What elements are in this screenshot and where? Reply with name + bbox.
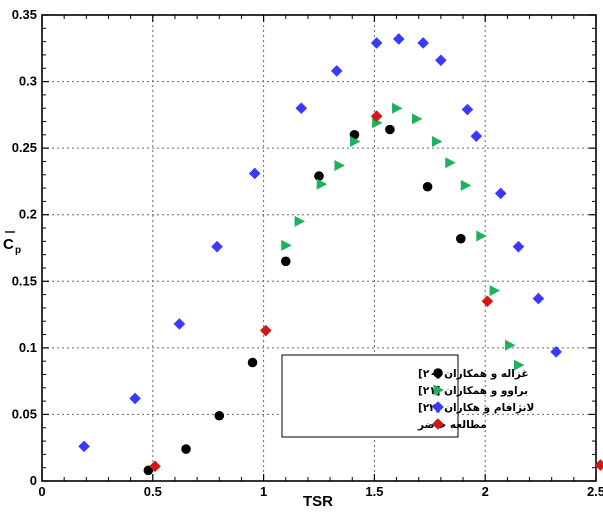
data-point-series-3 <box>512 240 525 253</box>
x-tick-label: 1 <box>260 484 267 499</box>
data-point-series-1 <box>181 444 191 454</box>
data-point-series-2 <box>476 230 487 242</box>
data-point-series-4 <box>594 459 603 471</box>
plot-frame <box>41 14 597 482</box>
data-point-series-3 <box>435 54 447 67</box>
data-point-series-3 <box>211 240 223 253</box>
data-point-series-3 <box>173 318 186 330</box>
y-tick-label: 0.1 <box>19 340 37 355</box>
data-point-series-1 <box>143 465 154 476</box>
series-3-markers <box>78 33 562 453</box>
data-point-series-2 <box>445 157 456 169</box>
data-point-series-2 <box>349 135 361 147</box>
data-point-series-1 <box>314 171 324 181</box>
data-point-series-3 <box>78 440 90 453</box>
data-point-series-3 <box>470 130 483 142</box>
x-tick-label: 2.5 <box>587 484 603 499</box>
data-point-series-3 <box>532 292 545 305</box>
data-point-series-3 <box>494 187 507 200</box>
x-tick-label: 0.5 <box>144 484 162 499</box>
y-tick-labels: 0 0.05 0.1 0.15 0.2 0.25 0.3 0.35 <box>12 7 37 488</box>
y-axis-title-main: C <box>3 236 14 253</box>
legend-marker-series-3 <box>432 401 444 413</box>
data-point-series-3 <box>370 37 383 49</box>
data-markers <box>78 33 603 476</box>
data-point-series-2 <box>392 102 403 114</box>
data-point-series-2 <box>316 178 328 190</box>
legend-label-series-1: غزاله و همکاران [۲۰] <box>418 368 529 380</box>
data-point-series-1 <box>456 233 466 244</box>
data-point-series-3 <box>295 102 308 114</box>
x-tick-label: 2 <box>482 484 489 499</box>
series-2-markers <box>281 102 525 371</box>
data-point-series-2 <box>489 285 501 297</box>
data-point-series-4 <box>260 324 272 337</box>
legend-label-series-2: براوو و همکاران [۲۱] <box>418 385 528 397</box>
y-tick-label: 0.35 <box>12 7 37 22</box>
y-tick-label: 0.05 <box>12 406 37 421</box>
legend: غزاله و همکاران [۲۰] براوو و همکاران [۲۱]… <box>281 354 534 438</box>
legend-label-series-4: مطالعه حاضر <box>417 419 487 431</box>
data-point-series-4 <box>149 460 161 473</box>
data-point-series-3 <box>461 103 474 116</box>
legend-marker-series-1 <box>433 368 443 378</box>
data-point-series-2 <box>281 239 292 251</box>
data-point-series-2 <box>334 159 345 171</box>
data-point-series-1 <box>385 124 395 135</box>
data-point-series-3 <box>129 392 141 405</box>
data-point-series-3 <box>417 37 429 49</box>
x-tick-labels: 0 0.5 1 1.5 2 2.5 <box>38 484 603 499</box>
data-point-series-2 <box>431 135 443 147</box>
y-tick-label: 0.15 <box>12 273 37 288</box>
data-point-series-3 <box>392 33 405 45</box>
axis-ticks <box>41 14 597 482</box>
data-point-series-1 <box>247 357 258 368</box>
data-point-series-3 <box>330 65 343 77</box>
y-tick-label: 0.25 <box>12 140 37 155</box>
legend-marker-series-4 <box>432 418 444 430</box>
data-point-series-3 <box>550 346 562 358</box>
y-axis-title: C p <box>3 231 21 256</box>
legend-items: غزاله و همکاران [۲۰] براوو و همکاران [۲۱]… <box>417 368 534 431</box>
data-point-series-1 <box>280 256 291 267</box>
legend-box <box>281 354 459 438</box>
x-axis-title: TSR <box>303 493 333 508</box>
y-tick-label: 0 <box>30 473 37 488</box>
data-point-series-2 <box>294 215 306 227</box>
y-tick-label: 0.2 <box>19 207 37 222</box>
y-axis-title-subscript: p <box>15 245 21 256</box>
x-tick-label: 1.5 <box>365 484 383 499</box>
data-point-series-3 <box>248 167 261 180</box>
data-point-series-1 <box>422 181 433 192</box>
y-tick-label: 0.3 <box>19 74 37 89</box>
legend-label-series-3: لانژافام و هکاران [۲۲] <box>418 402 534 414</box>
data-point-series-4 <box>481 295 494 308</box>
data-point-series-4 <box>370 110 383 122</box>
series-4-markers <box>149 110 603 473</box>
data-point-series-1 <box>214 410 225 421</box>
data-point-series-2 <box>412 113 423 125</box>
legend-marker-series-2 <box>433 384 444 396</box>
data-point-series-2 <box>513 359 525 371</box>
x-tick-label: 0 <box>38 484 45 499</box>
data-point-series-2 <box>505 339 516 351</box>
data-point-series-2 <box>460 179 472 191</box>
